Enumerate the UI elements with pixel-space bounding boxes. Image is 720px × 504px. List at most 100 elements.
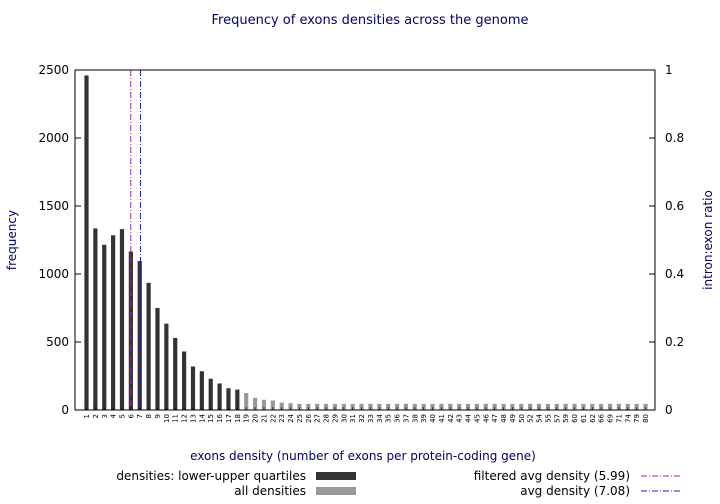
bar-quartile-17 [226, 388, 231, 410]
bar-quartile-6 [128, 251, 133, 410]
bar-all-52 [528, 403, 533, 410]
x-tick-label: 59 [562, 414, 570, 423]
bar-quartile-15 [208, 378, 213, 410]
x-tick-label: 79 [633, 414, 641, 423]
x-tick-label: 13 [189, 414, 197, 423]
bars-layer [84, 75, 648, 410]
bar-all-37 [403, 403, 409, 410]
x-tick-label: 44 [465, 413, 473, 422]
bar-all-42 [448, 403, 453, 410]
x-tick-label: 15 [207, 414, 215, 423]
x-tick-label: 27 [314, 414, 322, 423]
y-tick-label: 2000 [38, 131, 69, 145]
bar-quartile-7 [137, 261, 142, 410]
x-tick-label: 66 [598, 413, 606, 422]
y2-tick-label: 0.2 [665, 335, 684, 349]
bar-all-38 [412, 403, 417, 410]
y-tick-label: 1500 [38, 199, 69, 213]
bar-all-46 [483, 403, 488, 410]
bar-all-24 [288, 403, 293, 410]
x-tick-label: 9 [154, 414, 162, 418]
legend-swatch-quartiles [316, 472, 356, 480]
bar-quartile-8 [146, 282, 151, 410]
legend-label-filtered-avg: filtered avg density (5.99) [474, 469, 630, 483]
bar-all-40 [430, 403, 435, 410]
x-tick-label: 20 [252, 414, 260, 423]
x-tick-label: 74 [624, 413, 632, 422]
x-tick-label: 80 [642, 414, 650, 423]
x-tick-label: 55 [544, 414, 552, 423]
bar-all-26 [306, 403, 311, 410]
legend-label-all: all densities [234, 484, 306, 498]
x-tick-label: 16 [216, 413, 224, 422]
bar-all-34 [377, 403, 382, 410]
bar-all-79 [634, 403, 639, 410]
x-tick-label: 52 [527, 414, 535, 423]
y-tick-label: 1000 [38, 267, 69, 281]
x-tick-label: 26 [305, 413, 313, 422]
x-tick-label: 5 [118, 414, 126, 418]
bar-quartile-18 [235, 389, 240, 410]
bar-all-69 [607, 403, 613, 410]
bar-all-32 [359, 403, 364, 410]
x-tick-label: 54 [536, 413, 544, 422]
bar-all-49 [510, 403, 515, 410]
x-tick-label: 34 [376, 413, 384, 422]
bar-all-48 [501, 403, 506, 410]
x-tick-label: 43 [456, 414, 464, 423]
y2-tick-label: 0.6 [665, 199, 684, 213]
bar-all-25 [297, 403, 302, 410]
bar-all-44 [465, 403, 471, 410]
bar-all-71 [616, 403, 621, 410]
x-tick-label: 14 [198, 413, 206, 422]
x-tick-label: 35 [385, 414, 393, 423]
bar-all-28 [323, 403, 329, 410]
x-tick-label: 10 [163, 414, 171, 423]
x-tick-label: 69 [607, 414, 615, 423]
y2-tick-label: 0.8 [665, 131, 684, 145]
bar-all-27 [315, 403, 320, 410]
y2-axis-ticks: 0 0.2 0.4 0.6 0.8 1 [649, 63, 684, 417]
bar-all-74 [625, 403, 630, 410]
bar-quartile-5 [119, 229, 125, 410]
bar-all-23 [279, 402, 284, 410]
x-tick-label: 22 [269, 414, 277, 423]
x-tick-label: 61 [580, 414, 588, 423]
x-tick-label: 4 [110, 413, 118, 418]
x-tick-label: 40 [429, 414, 437, 423]
bar-quartile-4 [111, 235, 116, 410]
bar-all-20 [252, 397, 258, 410]
bar-quartile-14 [199, 371, 204, 410]
x-tick-label: 71 [615, 414, 623, 423]
x-tick-label: 48 [500, 414, 508, 423]
x-tick-label: 19 [243, 414, 251, 423]
bar-all-66 [599, 403, 604, 410]
x-tick-label: 32 [358, 414, 366, 423]
bar-quartile-12 [182, 351, 187, 410]
x-tick-label: 31 [349, 414, 357, 423]
legend-label-avg: avg density (7.08) [520, 484, 630, 498]
bar-all-36 [394, 403, 400, 410]
x-tick-label: 21 [260, 414, 268, 423]
chart-title: Frequency of exons densities across the … [212, 13, 529, 28]
y-tick-label: 0 [61, 403, 69, 417]
y-tick-label: 500 [46, 335, 69, 349]
bar-all-21 [261, 399, 267, 410]
bar-all-35 [386, 403, 391, 410]
x-tick-label: 30 [340, 414, 348, 423]
x-tick-label: 18 [234, 414, 242, 423]
x-tick-label: 38 [411, 414, 419, 423]
x-tick-label: 8 [145, 414, 153, 418]
bar-all-29 [332, 403, 338, 410]
x-tick-label: 25 [296, 414, 304, 423]
bar-all-33 [368, 403, 373, 410]
x-tick-label: 28 [323, 414, 331, 423]
x-tick-label: 3 [101, 414, 109, 418]
x-tick-label: 24 [287, 413, 295, 422]
y2-tick-label: 0.4 [665, 267, 684, 281]
bar-all-57 [554, 403, 559, 410]
bar-all-60 [572, 403, 577, 410]
bar-all-19 [244, 393, 249, 410]
x-tick-label: 11 [172, 414, 180, 423]
